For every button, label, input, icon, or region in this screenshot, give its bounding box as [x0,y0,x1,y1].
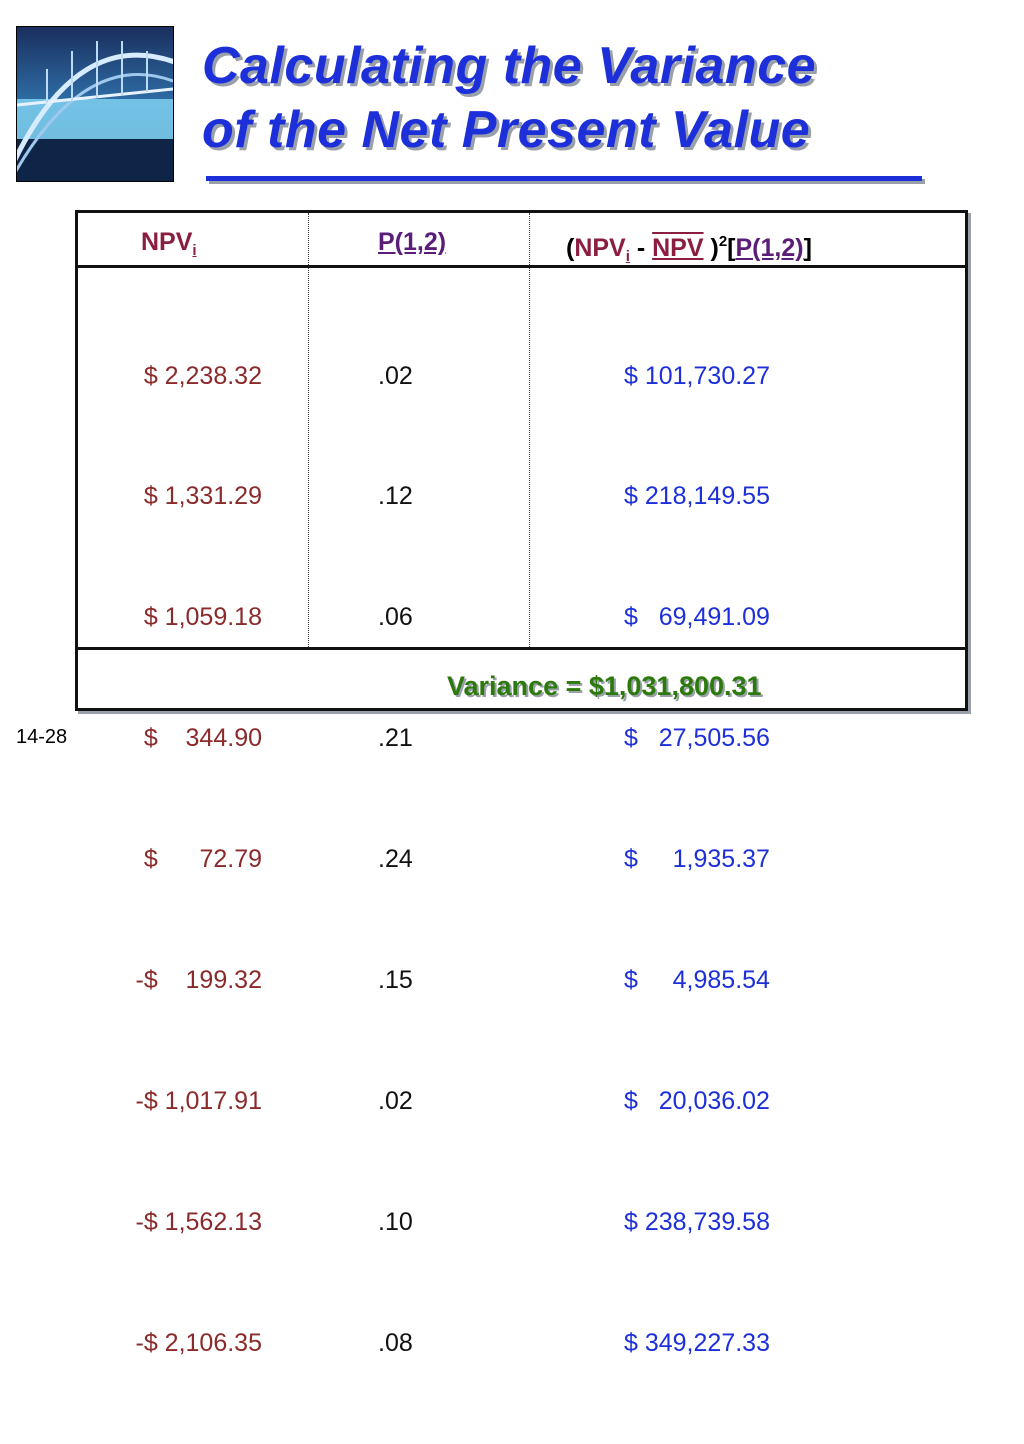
footer-divider [78,647,965,650]
header-bracket-close: ] [803,234,812,262]
npv-value: -$ 199.32 [135,966,262,995]
header-formula-probability: P(1,2) [735,234,804,262]
variance-table: NPVi P(1,2) (NPVi - NPV )2[P(1,2)] $ 2,2… [75,210,968,1357]
header-formula-minus: - [629,234,653,262]
probability-value: .08 [378,1328,413,1357]
npv-value: -$ 1,562.13 [135,1207,263,1236]
npv-value: $ 344.90 [143,724,262,753]
header-formula-npv: NPV [574,234,626,262]
weighted-value: $ 238,739.58 [624,1207,770,1236]
probability-value: .06 [378,603,413,632]
weighted-value: $ 4,985.54 [624,966,770,995]
header-formula-exponent: 2 [718,233,728,250]
probability-value: .12 [378,482,413,511]
npv-value: -$ 1,017.91 [135,1086,263,1115]
npv-value: $ 72.79 [143,845,262,874]
title-underline [206,176,922,181]
title-line-2: of the Net Present Value [202,101,811,159]
probability-value: .24 [378,845,413,874]
weighted-value: $ 218,149.55 [624,482,770,511]
header-paren-close: ) [703,234,719,262]
probability-value: .15 [378,966,413,995]
header-npv-subscript: i [192,242,197,259]
title-line-1: Calculating the Variance [202,37,817,95]
column-divider [308,213,309,647]
header-paren-open: ( [566,234,575,262]
probability-value: .02 [378,1086,413,1115]
header-divider [78,265,965,268]
header-probability: P(1,2) [378,228,447,256]
probability-value: .02 [378,361,413,390]
weighted-value: $ 1,935.37 [624,845,770,874]
header-npv-text: NPV [141,228,193,256]
weighted-value: $ 101,730.27 [624,361,770,390]
slide-number: 14-28 [16,726,68,748]
npv-value: $ 1,331.29 [143,482,262,511]
header-formula-sub: i [625,248,630,265]
probability-value: .21 [378,724,413,753]
bridge-photo-icon [16,26,174,182]
npv-value: $ 2,238.32 [143,361,262,390]
probability-value: .10 [378,1207,413,1236]
slide-title: Calculating the Variance of the Net Pres… [202,34,942,162]
header-bracket-open: [ [727,234,736,262]
column-divider [529,213,530,647]
header-formula-mean-npv: NPV [652,234,704,262]
npv-value: $ 1,059.18 [143,603,262,632]
weighted-value: $ 349,227.33 [624,1328,770,1357]
variance-total: Variance = $1,031,800.31 [447,671,762,701]
npv-value: -$ 2,106.35 [135,1328,263,1357]
npv-values-column: $ 2,238.32 $ 1,331.29 $ 1,059.18 $ 344.9… [86,275,263,1444]
probability-column: .02 .12 .06 .21 .24 .15 .02 .10 .08 [378,275,458,1444]
weighted-value: $ 69,491.09 [624,603,770,632]
header-npv-i: NPVi [141,227,197,266]
weighted-value: $ 20,036.02 [624,1086,770,1115]
weighted-value: $ 27,505.56 [624,724,770,753]
header-weighted-squared-deviation: (NPVi - NPV )2[P(1,2)] [566,227,812,272]
weighted-squared-deviation-column: $ 101,730.27 $ 218,149.55 $ 69,491.09 $ … [624,275,832,1444]
